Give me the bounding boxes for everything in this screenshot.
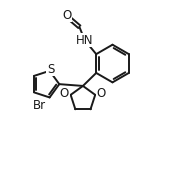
Text: O: O (60, 87, 69, 100)
Text: HN: HN (76, 34, 94, 47)
Text: Br: Br (33, 99, 46, 112)
Text: O: O (62, 9, 71, 22)
Text: O: O (97, 87, 106, 100)
Text: S: S (47, 63, 54, 76)
